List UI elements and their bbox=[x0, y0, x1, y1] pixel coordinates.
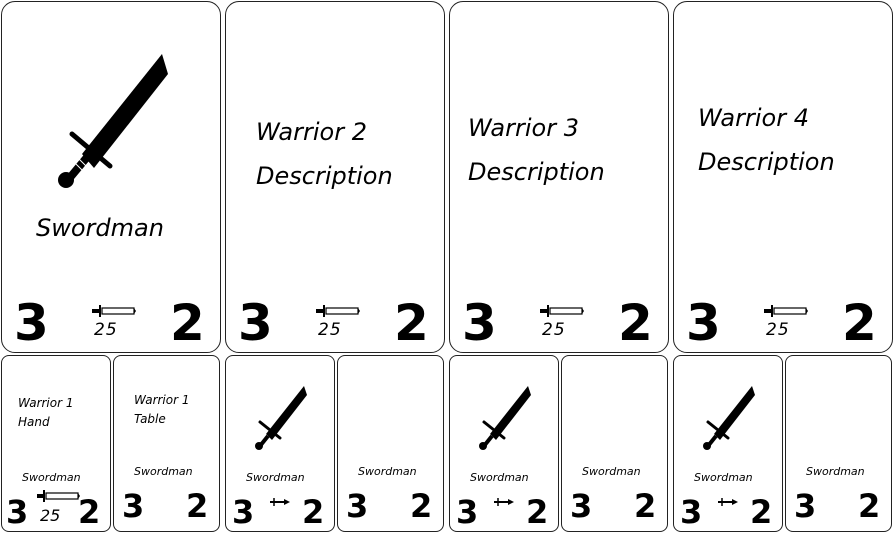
mini-sword-icon bbox=[270, 498, 290, 506]
cost-value: 25 bbox=[542, 320, 566, 340]
hand-card-4[interactable]: Swordman 3 2 bbox=[673, 355, 783, 532]
mini-sword-icon bbox=[540, 305, 584, 317]
card-label-line1: Warrior 1 bbox=[134, 393, 190, 407]
attack-stat: 3 bbox=[122, 487, 145, 525]
table-card-1[interactable]: Warrior 1 Table Swordman 3 2 bbox=[113, 355, 220, 532]
warrior-card-1[interactable]: Swordman 3 25 2 bbox=[1, 1, 221, 353]
attack-stat: 3 bbox=[462, 294, 497, 352]
mini-sword-icon bbox=[37, 490, 80, 502]
mini-sword-icon bbox=[494, 498, 514, 506]
health-stat: 2 bbox=[842, 294, 877, 352]
health-stat: 2 bbox=[858, 487, 881, 525]
hand-card-1[interactable]: Warrior 1 Hand Swordman 3 25 2 bbox=[1, 355, 111, 532]
attack-stat: 3 bbox=[346, 487, 369, 525]
health-stat: 2 bbox=[78, 493, 101, 531]
attack-stat: 3 bbox=[14, 294, 49, 352]
health-stat: 2 bbox=[634, 487, 657, 525]
attack-stat: 3 bbox=[570, 487, 593, 525]
mini-sword-icon bbox=[316, 305, 360, 317]
mini-sword-icon bbox=[92, 305, 136, 317]
table-card-4[interactable]: Swordman 3 2 bbox=[785, 355, 892, 532]
card-title-line1: Warrior 3 bbox=[468, 114, 579, 142]
attack-stat: 3 bbox=[6, 493, 29, 531]
health-stat: 2 bbox=[186, 487, 209, 525]
sword-icon bbox=[58, 54, 168, 188]
health-stat: 2 bbox=[750, 493, 773, 531]
warrior-card-2[interactable]: Warrior 2 Description 3 25 2 bbox=[225, 1, 445, 353]
hand-card-3[interactable]: Swordman 3 2 bbox=[449, 355, 559, 532]
warrior-card-3[interactable]: Warrior 3 Description 3 25 2 bbox=[449, 1, 669, 353]
health-stat: 2 bbox=[526, 493, 549, 531]
cost-value: 25 bbox=[766, 320, 790, 340]
card-name: Swordman bbox=[694, 471, 753, 484]
card-name: Swordman bbox=[134, 465, 193, 478]
health-stat: 2 bbox=[618, 294, 653, 352]
card-name: Swordman bbox=[582, 465, 641, 478]
cost-value: 25 bbox=[40, 506, 61, 525]
sword-icon bbox=[703, 386, 755, 450]
card-title-line2: Description bbox=[256, 162, 393, 190]
health-stat: 2 bbox=[170, 294, 205, 352]
health-stat: 2 bbox=[410, 487, 433, 525]
attack-stat: 3 bbox=[232, 493, 255, 531]
card-title-line1: Warrior 4 bbox=[698, 104, 809, 132]
sword-icon bbox=[255, 386, 307, 450]
mini-sword-icon bbox=[718, 498, 738, 506]
card-title-line2: Description bbox=[468, 158, 605, 186]
attack-stat: 3 bbox=[680, 493, 703, 531]
health-stat: 2 bbox=[302, 493, 325, 531]
sword-icon bbox=[479, 386, 531, 450]
mini-sword-icon bbox=[764, 305, 808, 317]
attack-stat: 3 bbox=[794, 487, 817, 525]
card-label-line2: Table bbox=[134, 412, 166, 426]
health-stat: 2 bbox=[394, 294, 429, 352]
attack-stat: 3 bbox=[456, 493, 479, 531]
hand-card-2[interactable]: Swordman 3 2 bbox=[225, 355, 335, 532]
attack-stat: 3 bbox=[686, 294, 721, 352]
warrior-card-4[interactable]: Warrior 4 Description 3 25 2 bbox=[673, 1, 893, 353]
cost-value: 25 bbox=[318, 320, 342, 340]
card-name: Swordman bbox=[22, 471, 81, 484]
card-name: Swordman bbox=[470, 471, 529, 484]
attack-stat: 3 bbox=[238, 294, 273, 352]
card-name: Swordman bbox=[806, 465, 865, 478]
card-label-line1: Warrior 1 bbox=[18, 396, 74, 410]
card-name: Swordman bbox=[358, 465, 417, 478]
card-name: Swordman bbox=[246, 471, 305, 484]
card-title-line2: Description bbox=[698, 148, 835, 176]
card-name: Swordman bbox=[36, 214, 164, 242]
card-label-line2: Hand bbox=[18, 415, 50, 429]
cost-value: 25 bbox=[94, 320, 118, 340]
table-card-3[interactable]: Swordman 3 2 bbox=[561, 355, 668, 532]
card-title-line1: Warrior 2 bbox=[256, 118, 367, 146]
table-card-2[interactable]: Swordman 3 2 bbox=[337, 355, 444, 532]
